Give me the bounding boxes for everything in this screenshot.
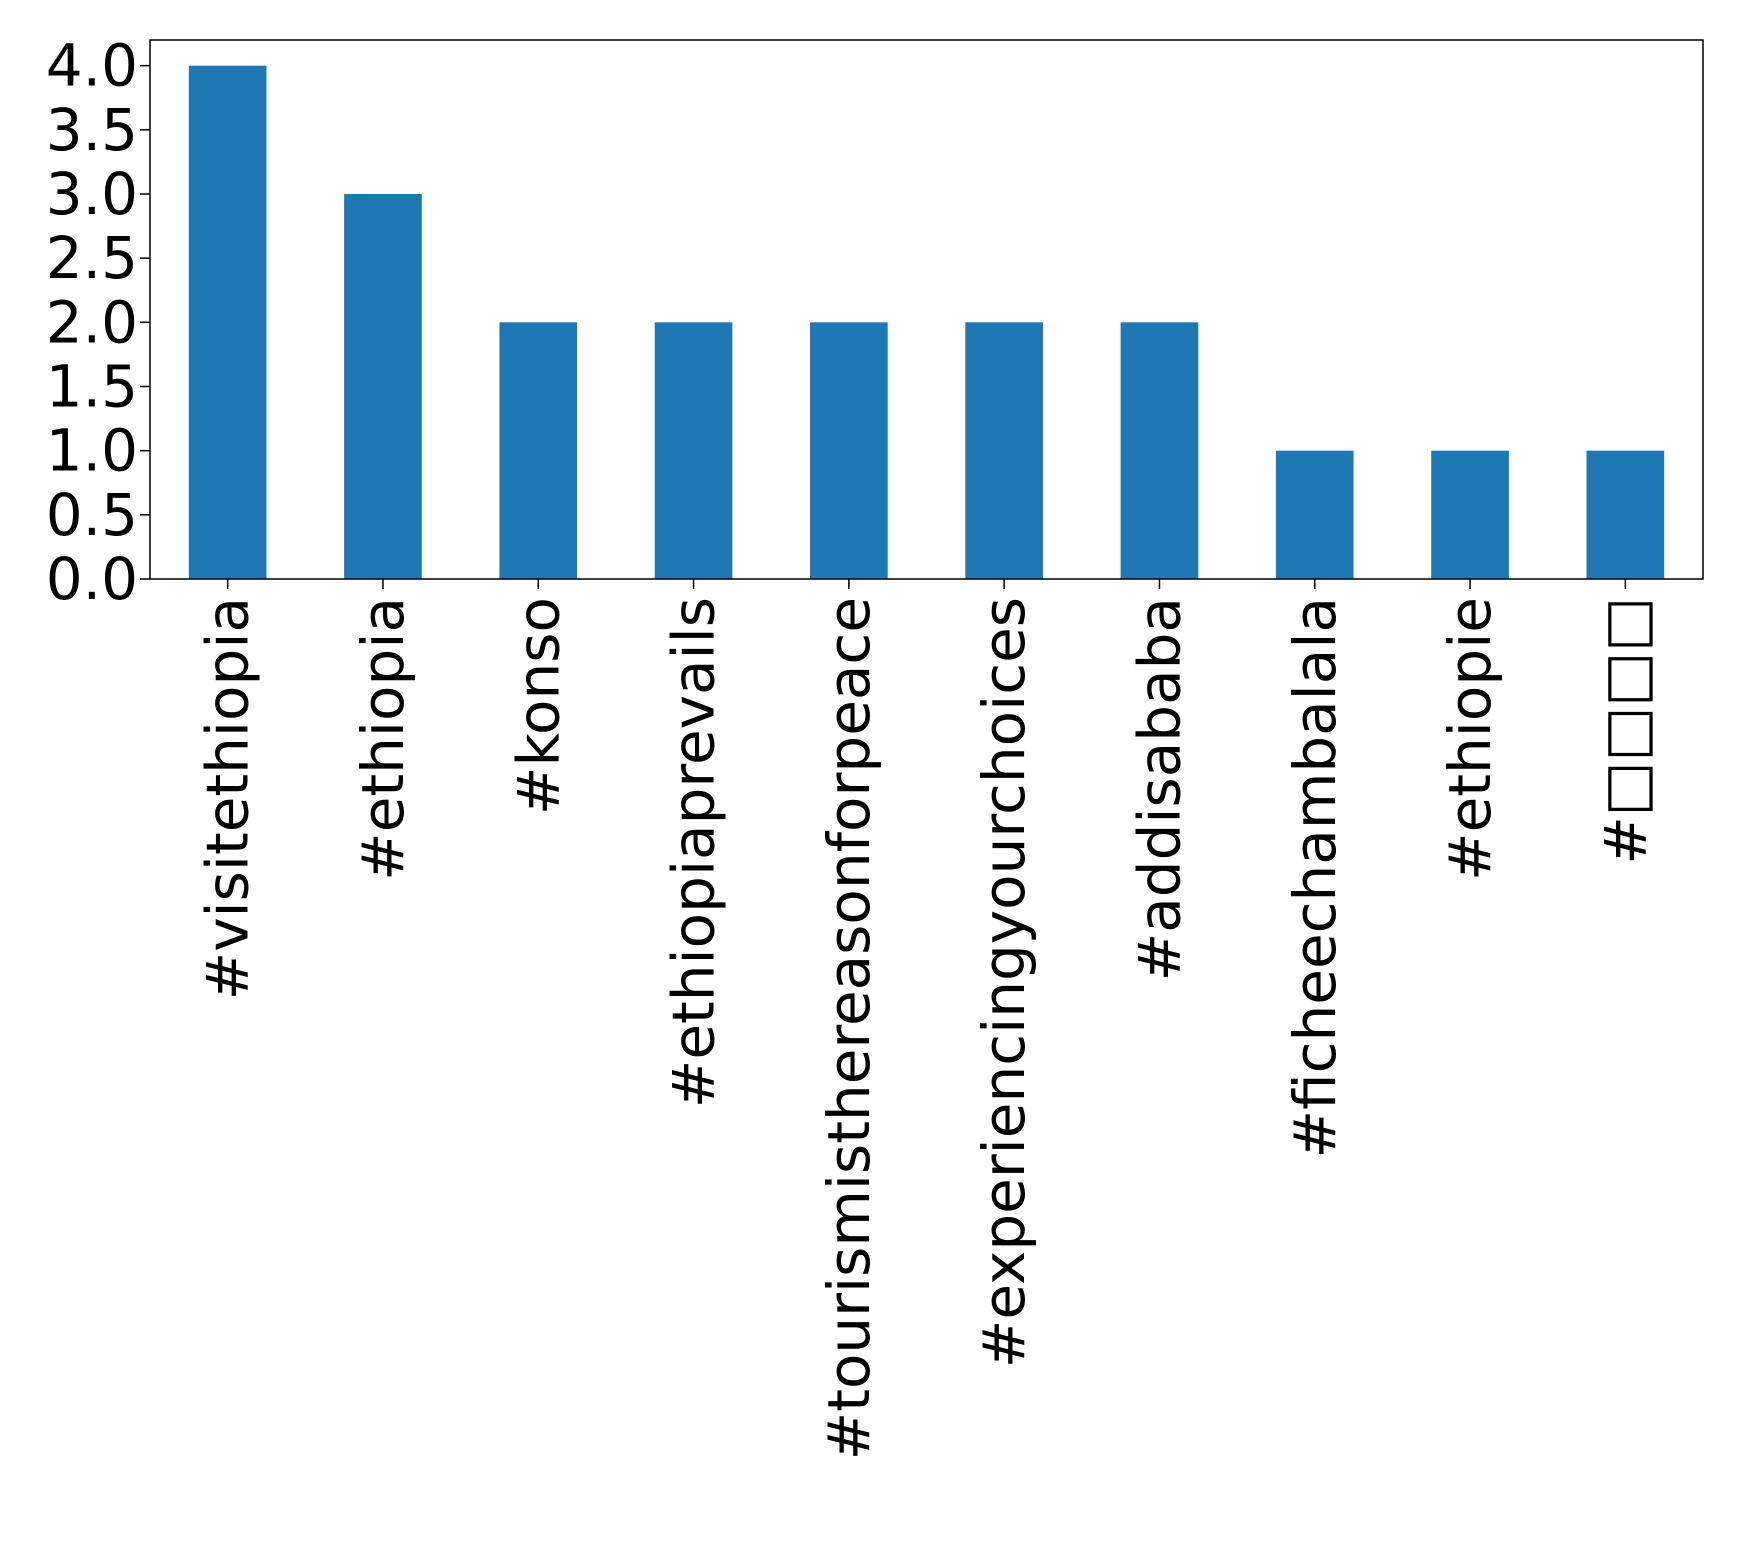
x-tick-label-8: #ethiopie bbox=[1436, 597, 1504, 881]
x-axis-ticks: #visitethiopia #ethiopia #konso #ethiopiapr… bbox=[194, 579, 1659, 1460]
y-tick-label-7: 3.5 bbox=[46, 96, 138, 164]
y-tick-label-1: 0.5 bbox=[46, 481, 138, 549]
plot-frame bbox=[149, 39, 1704, 580]
x-tick-label-3: #ethiopiaprevails bbox=[660, 597, 728, 1108]
bar-4 bbox=[810, 322, 888, 579]
y-tick-label-4: 2.0 bbox=[46, 288, 138, 356]
y-tick-label-6: 3.0 bbox=[46, 160, 138, 228]
bar-2 bbox=[499, 322, 578, 579]
x-tick-label-7: #ficheechambalala bbox=[1281, 597, 1349, 1159]
y-tick-label-8: 4.0 bbox=[46, 32, 138, 100]
bar-9 bbox=[1586, 450, 1665, 579]
bar-1 bbox=[344, 194, 422, 579]
bar-7 bbox=[1275, 450, 1354, 579]
x-tick-label-6: #addisababa bbox=[1125, 597, 1193, 981]
x-tick-label-9: #□□□□ bbox=[1591, 597, 1659, 865]
x-tick-label-1: #ethiopia bbox=[349, 597, 417, 881]
bar-8 bbox=[1431, 450, 1509, 579]
bar-3 bbox=[654, 322, 733, 579]
x-tick-label-4: #tourismisthereasonforpeace bbox=[815, 597, 883, 1460]
y-tick-label-3: 1.5 bbox=[46, 353, 138, 421]
bar-0 bbox=[188, 65, 267, 579]
x-tick-label-0: #visitethiopia bbox=[194, 597, 262, 1000]
y-axis-ticks: 0.00.51.01.52.02.53.03.54.0 bbox=[46, 32, 150, 613]
y-tick-label-0: 0.0 bbox=[46, 545, 138, 613]
x-tick-label-2: #konso bbox=[504, 597, 572, 815]
x-tick-label-5: #experiencingyourchoices bbox=[970, 597, 1038, 1368]
y-tick-label-5: 2.5 bbox=[46, 224, 138, 292]
bars-group bbox=[188, 65, 1665, 579]
bar-5 bbox=[965, 322, 1043, 579]
bar-6 bbox=[1120, 322, 1199, 579]
y-tick-label-2: 1.0 bbox=[46, 417, 138, 485]
